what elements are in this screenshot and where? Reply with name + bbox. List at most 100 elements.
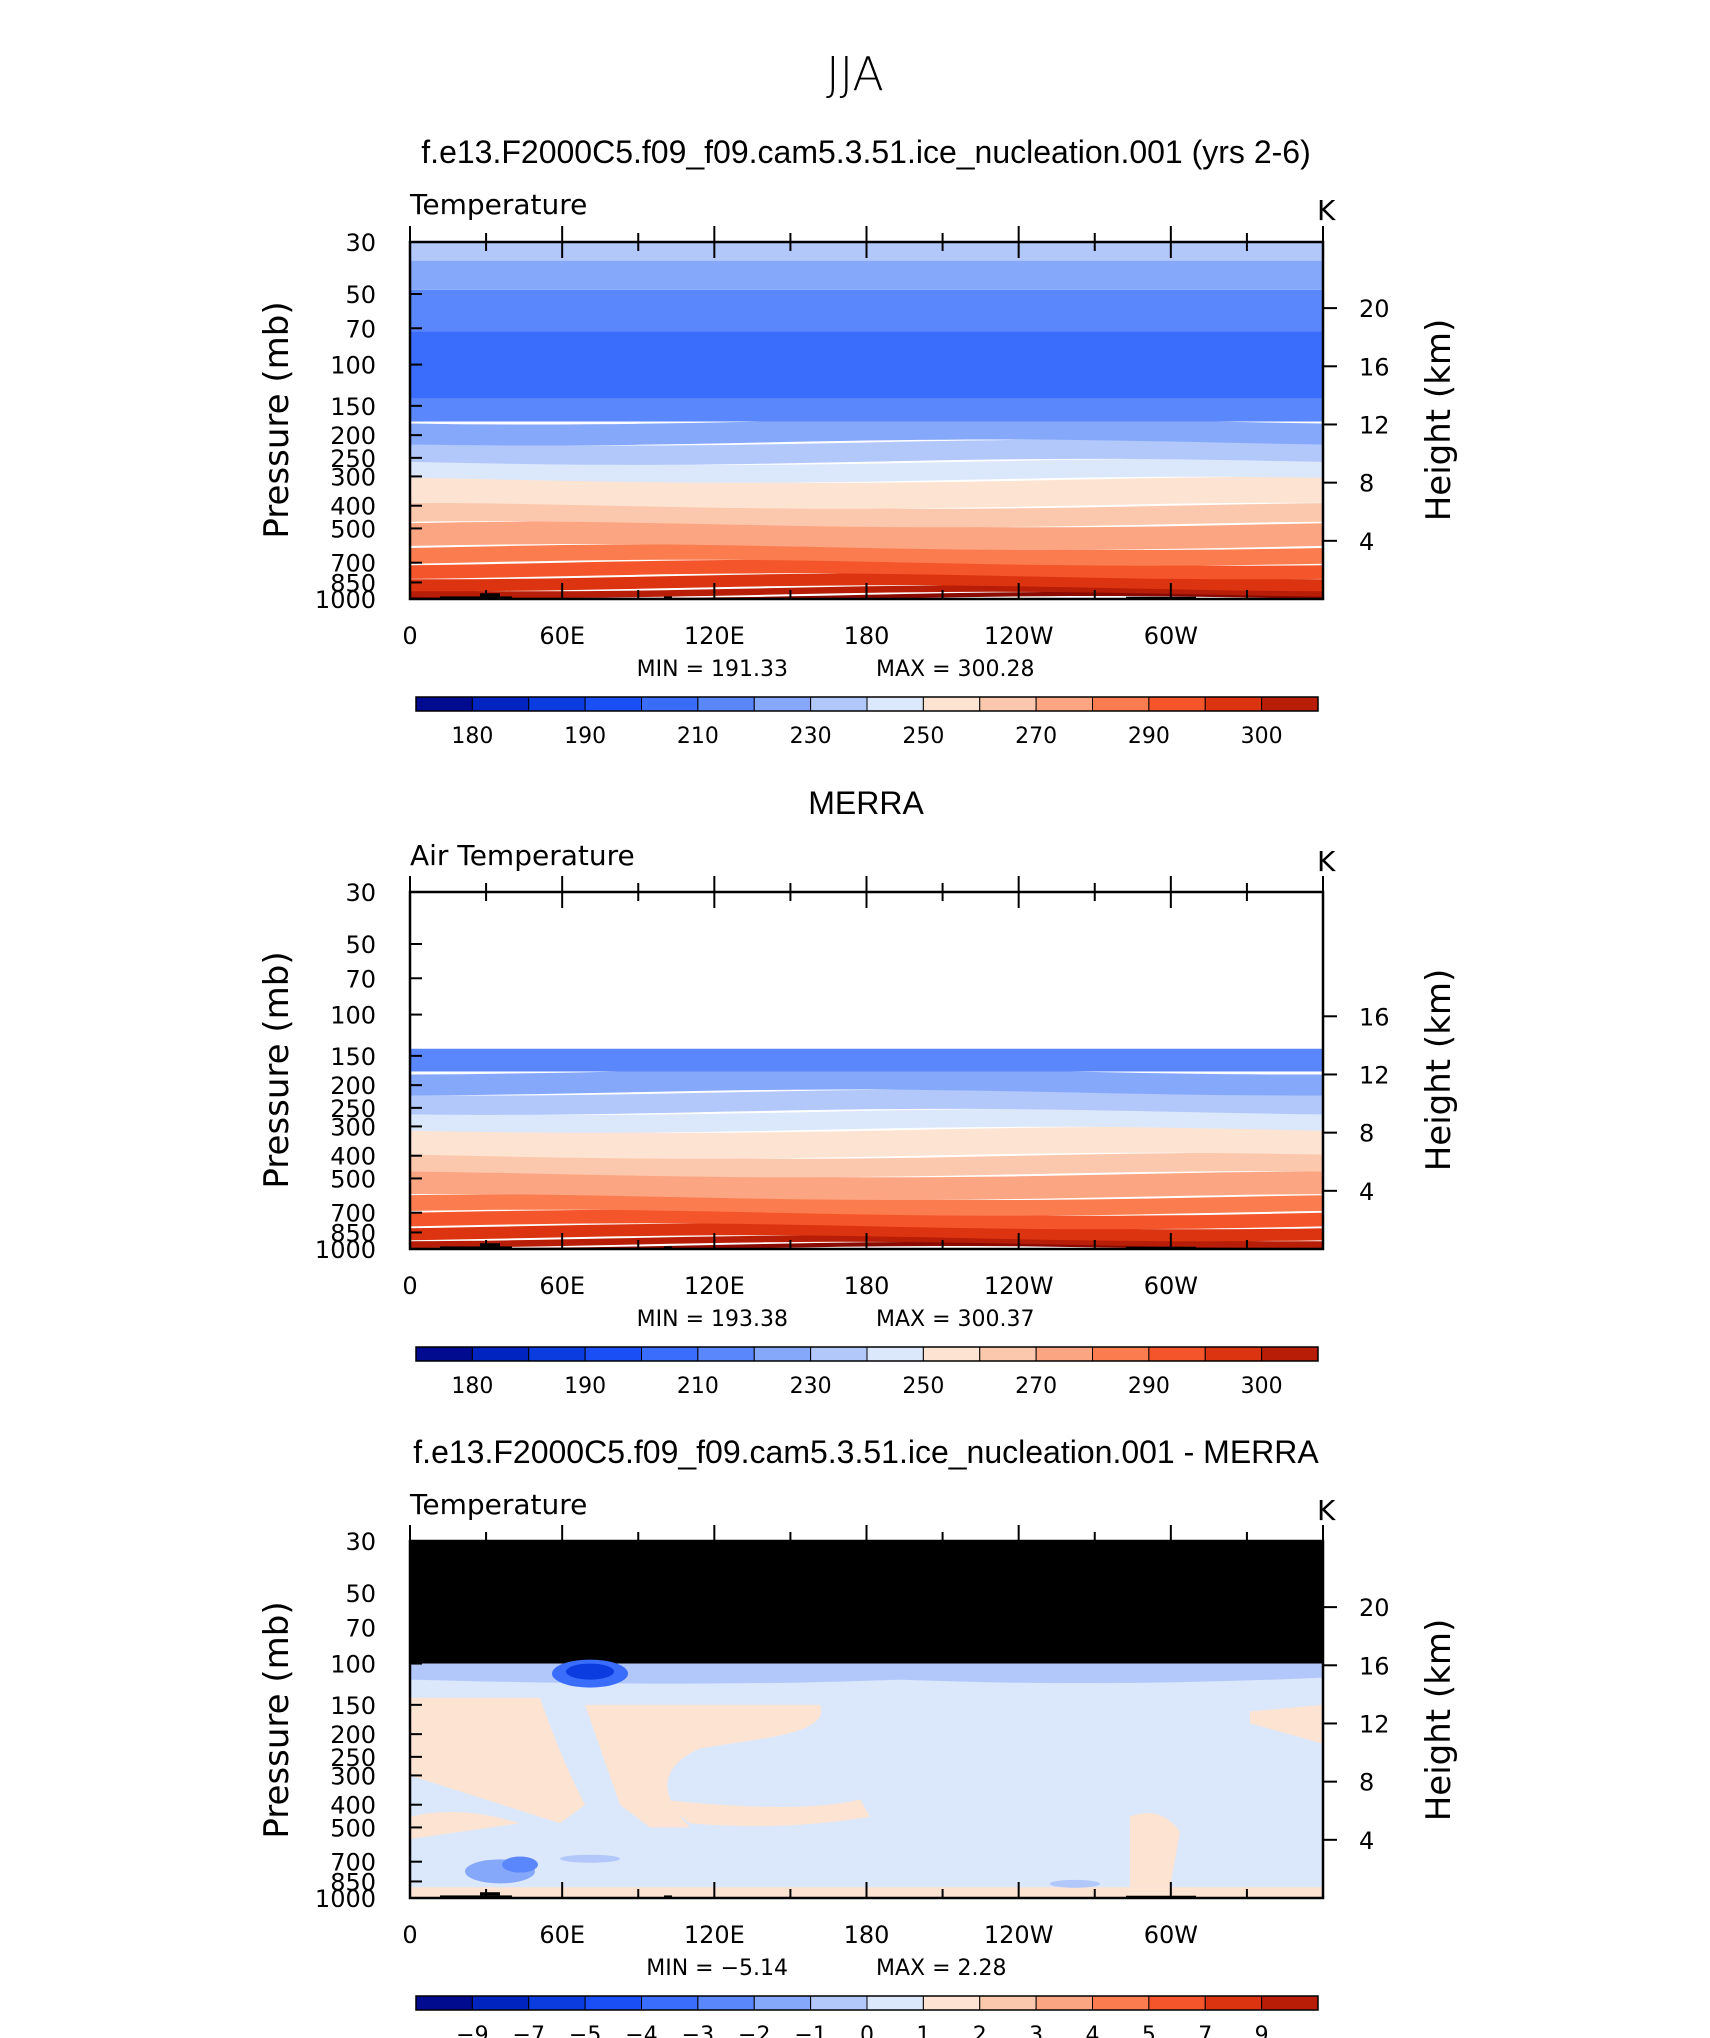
y-right-tick-label: 4 [1359, 1827, 1374, 1855]
colorbar-swatch [1092, 1995, 1150, 2011]
colorbar-swatch [641, 696, 699, 712]
colorbar-swatch [1148, 1995, 1206, 2011]
contour-plot [410, 242, 1323, 599]
max-label: MAX = 300.37 [876, 1307, 1035, 1332]
colorbar-swatch [810, 1995, 868, 2011]
colorbar-swatch [979, 1346, 1037, 1362]
x-tick-label: 60E [539, 1272, 585, 1300]
contour-band [410, 1126, 1323, 1159]
colorbar-frame [415, 696, 1319, 712]
y-tick-label: 1000 [315, 1236, 376, 1264]
y-tick-label: 850 [330, 1219, 376, 1247]
contour-band [410, 1048, 1323, 1072]
colorbar-tick-label: 300 [1241, 724, 1283, 749]
colorbar: 180 190 210 230 250 270 290 300 [415, 696, 1319, 749]
y-tick-label: 200 [330, 422, 376, 450]
colorbar-swatch [1035, 1995, 1093, 2011]
colorbar-tick-label: −1 [794, 2023, 826, 2038]
colorbar: 180 190 210 230 250 270 290 300 [415, 1346, 1319, 1399]
x-tick-label: 0 [402, 1921, 417, 1949]
colorbar-swatch [584, 1346, 642, 1362]
y-tick-label: 30 [345, 229, 376, 257]
contour-band [566, 1663, 614, 1680]
contour-band [410, 398, 1323, 422]
x-tick-label: 0 [402, 1272, 417, 1300]
colorbar-swatch [415, 1346, 473, 1362]
colorbar-swatch [922, 1995, 981, 2011]
colorbar-swatch [641, 1346, 699, 1362]
contour-band [410, 1068, 1323, 1096]
panel-model-temperature: f.e13.F2000C5.f09_f09.cam5.3.51.ice_nucl… [257, 134, 1459, 749]
x-tick-label: 120W [984, 1921, 1054, 1949]
max-label: MAX = 2.28 [876, 1956, 1007, 1981]
colorbar-swatch [1035, 1346, 1093, 1362]
colorbar-tick-label: −3 [682, 2023, 714, 2038]
topography-mask [440, 1246, 512, 1249]
colorbar-swatch [415, 1995, 473, 2011]
y-tick-label: 700 [330, 550, 376, 578]
colorbar-frame [415, 1346, 1319, 1362]
colorbar-swatch [866, 1346, 924, 1362]
y-tick-label: 50 [345, 1580, 376, 1608]
colorbar-tick-label: 210 [677, 724, 719, 749]
contour-band [410, 476, 1323, 509]
topography-mask [480, 1892, 500, 1896]
y-tick-label: 250 [330, 1095, 376, 1123]
colorbar-tick-label: 180 [451, 1374, 493, 1399]
colorbar-swatch [641, 1995, 699, 2011]
contour-band [410, 544, 1323, 566]
x-tick-label: 120E [684, 1272, 745, 1300]
y-tick-label: 1000 [315, 586, 376, 614]
contour-band [560, 1854, 620, 1863]
colorbar-swatch [866, 696, 924, 712]
colorbar-swatch [528, 1995, 586, 2011]
y-tick-label: 200 [330, 1072, 376, 1100]
max-label: MAX = 300.28 [876, 657, 1035, 682]
colorbar-tick-label: 290 [1128, 724, 1170, 749]
topography-mask [480, 1243, 500, 1247]
colorbar-swatch [584, 1995, 642, 2011]
y-tick-label: 400 [330, 493, 376, 521]
colorbar-swatch [584, 696, 642, 712]
contour-plot [410, 892, 1323, 1249]
y-tick-label: 250 [330, 1744, 376, 1772]
contour-band [410, 1811, 520, 1839]
y-tick-label: 100 [330, 1002, 376, 1030]
units-label: K [1317, 194, 1336, 227]
contour-band [410, 1223, 1323, 1242]
colorbar-swatch [697, 1346, 755, 1362]
colorbar-tick-label: −2 [738, 2023, 770, 2038]
topography-mask [440, 1895, 512, 1898]
y-right-tick-label: 8 [1359, 1120, 1374, 1148]
min-label: MIN = 193.38 [637, 1307, 788, 1332]
colorbar-swatch [1148, 1346, 1206, 1362]
y-tick-label: 100 [330, 1651, 376, 1679]
y-axis-right-label: Height (km) [1419, 1619, 1459, 1822]
colorbar-tick-label: 250 [902, 1374, 944, 1399]
contour-band [410, 1697, 585, 1824]
y-tick-label: 70 [345, 315, 376, 343]
colorbar-swatch [528, 696, 586, 712]
y-right-tick-label: 20 [1359, 1594, 1390, 1622]
colorbar-tick-label: 230 [790, 1374, 832, 1399]
colorbar-tick-label: 0 [860, 2023, 874, 2038]
contour-band [410, 331, 1323, 399]
colorbar-tick-label: 290 [1128, 1374, 1170, 1399]
y-tick-label: 250 [330, 445, 376, 473]
contour-band [410, 1089, 1323, 1115]
colorbar-swatch [866, 1995, 924, 2011]
colorbar-swatch [1148, 696, 1206, 712]
y-right-tick-label: 12 [1359, 411, 1390, 439]
y-tick-label: 150 [330, 393, 376, 421]
colorbar-tick-label: 9 [1255, 2023, 1269, 2038]
colorbar-tick-label: 270 [1015, 1374, 1057, 1399]
colorbar-swatch [1204, 1346, 1263, 1362]
y-tick-label: 850 [330, 569, 376, 597]
contour-band [1050, 1879, 1100, 1888]
y-right-tick-label: 8 [1359, 470, 1374, 498]
y-tick-label: 300 [330, 1113, 376, 1141]
y-tick-label: 500 [330, 515, 376, 543]
